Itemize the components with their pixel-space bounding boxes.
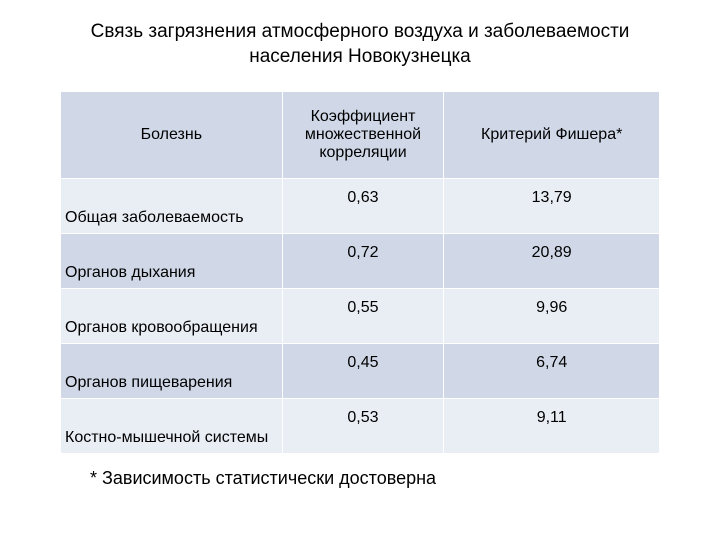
cell-disease: Костно-мышечной системы [61,399,283,454]
table-row: Общая заболеваемость 0,63 13,79 [61,179,660,234]
cell-fisher: 9,11 [444,399,660,454]
cell-correlation: 0,63 [282,179,444,234]
col-header-correlation: Коэффициент множественной корреляции [282,92,444,179]
cell-correlation: 0,53 [282,399,444,454]
cell-fisher: 9,96 [444,289,660,344]
cell-disease: Органов дыхания [61,234,283,289]
cell-fisher: 6,74 [444,344,660,399]
page-title: Связь загрязнения атмосферного воздуха и… [60,20,660,69]
table-row: Органов дыхания 0,72 20,89 [61,234,660,289]
cell-correlation: 0,72 [282,234,444,289]
table-row: Органов пищеварения 0,45 6,74 [61,344,660,399]
cell-fisher: 20,89 [444,234,660,289]
cell-disease: Общая заболеваемость [61,179,283,234]
correlation-table: Болезнь Коэффициент множественной коррел… [60,91,660,454]
table-header-row: Болезнь Коэффициент множественной коррел… [61,92,660,179]
footnote: * Зависимость статистически достоверна [90,468,660,489]
cell-disease: Органов пищеварения [61,344,283,399]
col-header-disease: Болезнь [61,92,283,179]
cell-fisher: 13,79 [444,179,660,234]
cell-correlation: 0,45 [282,344,444,399]
table-row: Органов кровообращения 0,55 9,96 [61,289,660,344]
cell-disease: Органов кровообращения [61,289,283,344]
cell-correlation: 0,55 [282,289,444,344]
table-row: Костно-мышечной системы 0,53 9,11 [61,399,660,454]
col-header-fisher: Критерий Фишера* [444,92,660,179]
